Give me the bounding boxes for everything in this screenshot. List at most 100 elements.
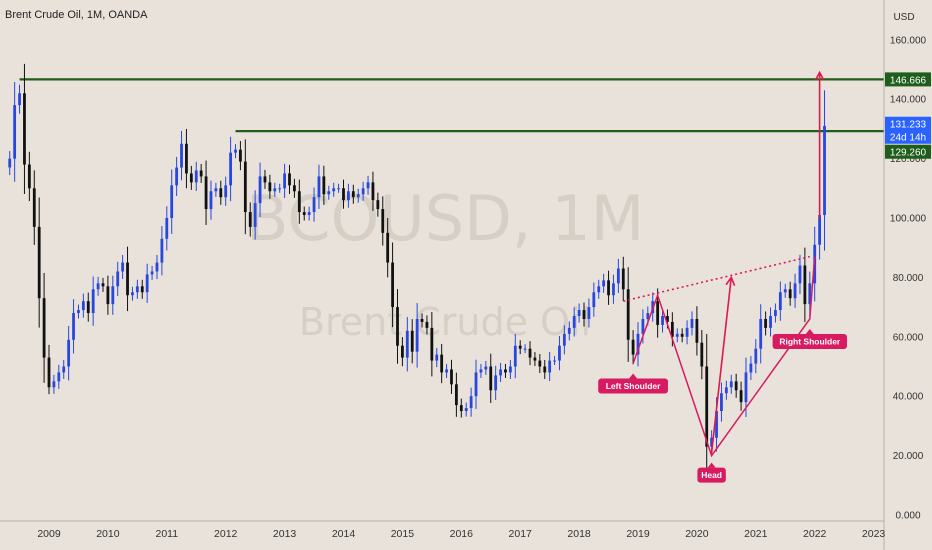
candle-2008-6 <box>13 81 17 182</box>
candle-2015-8 <box>435 348 439 368</box>
candle-2017-11 <box>567 321 571 341</box>
candle-2011-8 <box>199 163 203 183</box>
candle-2021-6 <box>778 281 782 321</box>
candle-2010-1 <box>106 275 110 315</box>
candle-2017-12 <box>572 307 576 337</box>
candle-2009-10 <box>91 276 95 326</box>
candle-2014-7 <box>371 171 375 211</box>
x-tick-label: 2019 <box>626 528 650 540</box>
candle-2021-10 <box>798 254 802 295</box>
candle-2015-6 <box>425 315 429 335</box>
candle-2015-9 <box>440 343 444 384</box>
candle-2012-4 <box>239 141 242 171</box>
candle-2018-6 <box>602 273 606 293</box>
level-badge-129: 129.260 <box>885 144 931 159</box>
candle-2018-4 <box>592 282 596 317</box>
candle-2018-2 <box>582 302 586 327</box>
candle-2020-10 <box>739 381 743 411</box>
candle-2011-9 <box>204 160 208 225</box>
candle-2021-2 <box>759 304 763 364</box>
candle-2012-2 <box>229 136 233 202</box>
annotation-left-shoulder[interactable]: Left Shoulder <box>598 373 668 394</box>
candle-2010-11 <box>155 254 159 280</box>
x-tick-label: 2014 <box>332 528 356 540</box>
x-tick-label: 2017 <box>509 528 533 540</box>
candle-2021-4 <box>769 307 772 337</box>
last-price-badge: 131.233 24d 14h <box>885 116 931 144</box>
candle-2017-6 <box>543 359 547 379</box>
candle-2019-12 <box>690 311 694 336</box>
candle-2016-8 <box>494 365 498 400</box>
candle-2009-2 <box>52 374 56 394</box>
candle-2020-6 <box>720 382 723 422</box>
candle-2021-3 <box>764 311 768 336</box>
head-shoulders-pattern <box>632 256 816 458</box>
annotation-label: Left Shoulder <box>606 381 661 391</box>
candle-2011-6 <box>189 165 193 190</box>
candle-2010-7 <box>135 279 139 299</box>
candle-2019-9 <box>675 328 679 343</box>
candle-2021-8 <box>788 281 792 306</box>
candle-2021-5 <box>774 303 777 323</box>
target-arrow-0 <box>710 275 736 453</box>
candle-2016-6 <box>484 361 488 375</box>
candle-2013-8 <box>317 164 321 209</box>
candle-2015-1 <box>401 337 404 367</box>
candle-2013-1 <box>283 163 286 198</box>
candle-2011-10 <box>209 180 213 220</box>
candle-2014-3 <box>351 184 355 204</box>
level-badge-146: 146.666 <box>885 72 931 87</box>
candle-2010-4 <box>121 254 125 280</box>
x-tick-label: 2012 <box>214 528 238 540</box>
candle-2011-12 <box>219 180 223 205</box>
candle-2015-12 <box>454 372 458 417</box>
candle-2014-5 <box>361 181 365 201</box>
candle-2011-3 <box>175 156 179 197</box>
candle-2010-2 <box>111 275 115 315</box>
candle-2009-9 <box>86 292 90 322</box>
x-tick-label: 2022 <box>803 528 827 540</box>
candle-2021-11 <box>803 247 807 323</box>
candle-2013-9 <box>322 165 326 205</box>
candle-2021-9 <box>793 273 797 308</box>
annotation-head[interactable]: Head <box>697 462 726 483</box>
candle-2016-12 <box>513 333 517 379</box>
candle-2012-12 <box>278 183 282 193</box>
candle-2014-9 <box>381 196 385 246</box>
candle-2015-5 <box>420 313 424 328</box>
y-tick-label: 140.000 <box>890 95 927 106</box>
candle-2019-11 <box>685 320 689 345</box>
candle-2013-3 <box>293 178 296 198</box>
candle-2012-6 <box>248 202 252 237</box>
candle-2011-5 <box>185 128 188 189</box>
candle-2016-11 <box>508 359 512 379</box>
candle-2009-5 <box>67 325 71 381</box>
candle-2017-2 <box>523 344 527 354</box>
candle-2015-11 <box>450 359 453 394</box>
candle-2021-7 <box>783 283 787 298</box>
x-tick-label: 2018 <box>567 528 591 540</box>
candle-2013-12 <box>337 183 340 193</box>
svg-text:131.233: 131.233 <box>890 120 927 131</box>
x-tick-label: 2009 <box>37 528 61 540</box>
watermark-symbol: BCOUSD, 1M <box>246 182 644 255</box>
annotation-right-shoulder[interactable]: Right Shoulder <box>772 328 847 349</box>
svg-text:129.260: 129.260 <box>890 148 927 159</box>
candle-2019-6 <box>661 308 664 333</box>
watermark-name: Brent Crude Oil <box>299 300 591 344</box>
candle-2018-3 <box>587 298 591 328</box>
candle-2016-5 <box>479 363 483 378</box>
x-tick-label: 2011 <box>156 528 179 540</box>
candle-2013-7 <box>312 187 316 222</box>
candle-2011-2 <box>170 169 174 234</box>
candle-2012-8 <box>258 162 262 217</box>
candle-2012-5 <box>243 139 247 235</box>
candle-2017-10 <box>562 325 566 355</box>
candle-2018-9 <box>616 258 620 293</box>
candle-2021-1 <box>754 339 758 374</box>
candle-2009-11 <box>96 276 100 296</box>
candle-2015-10 <box>445 363 448 378</box>
